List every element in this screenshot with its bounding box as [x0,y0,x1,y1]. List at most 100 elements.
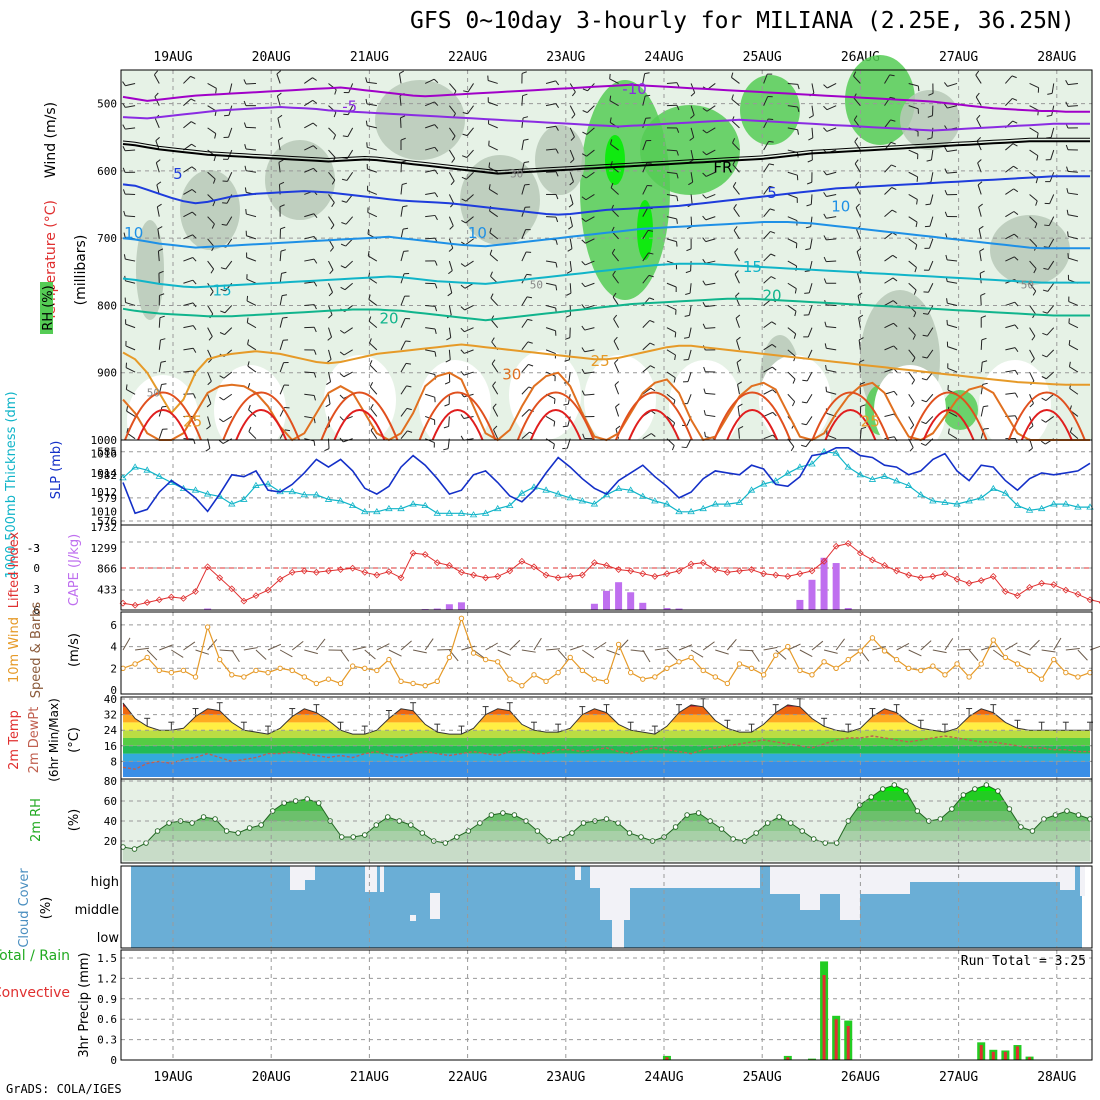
wind-barb [569,105,576,115]
thickness-point [1050,500,1058,507]
wind-barb-feather [192,234,197,239]
precip-convective-bar [786,1057,790,1060]
wind-barb [908,282,917,291]
wind-barb [736,340,740,351]
rh-dry-area [214,365,286,455]
wind-barb-feather [978,203,983,208]
surface-wind-barb [751,649,760,662]
surface-wind-barb [763,646,778,651]
wind-barb-feather [794,311,797,317]
wind-barb [125,127,136,130]
wind-barb-feather [609,73,611,79]
wind-barb [615,406,620,417]
wind-barb [975,96,982,106]
wind-barb-feather [460,435,465,441]
wind-barb-feather [825,364,827,371]
wind-barb-feather [247,361,250,367]
wind-barb-feather [243,122,247,128]
rh-tick: 60 [104,795,117,808]
lifted-index-point [385,568,393,576]
rh-contour [740,75,800,145]
wind-barb-feather [1041,419,1046,423]
wind-barb-feather [674,354,677,361]
wind-barb-feather [1012,98,1018,101]
wind-barb [304,371,315,374]
wind-barb-feather [313,327,317,333]
wind-barb [666,171,677,174]
wind-barb-feather [123,232,126,238]
wind-barb-feather [797,106,800,113]
wind-barb-feather [860,404,866,407]
thickness-point [687,507,695,515]
wind-barb [569,260,572,272]
rh-point [189,820,195,826]
lifted-index-point [953,575,961,583]
wind-barb [1005,98,1013,107]
isotherm-20 [122,297,1090,322]
wind-barb-feather [771,321,777,325]
wind-barb [763,141,770,151]
wind-barb-feather [612,292,617,298]
wind-barb-feather [768,140,774,143]
wind-barb [304,281,315,284]
wind-barb-feather [735,292,740,297]
wind-speed-point [627,669,634,676]
wind-barb-feather [157,203,162,208]
wind-barb-feather [313,167,318,173]
wind-barb-feather [808,137,814,141]
lifted-index-point [772,571,780,579]
rh-legend-swatch [40,282,53,334]
lifted-index-point [155,596,163,604]
slp-tick: 1016 [91,448,118,461]
wind-barb-feather [369,360,373,366]
wind-barb [859,428,862,439]
wind-barb [585,260,595,266]
axis-label-cloud-units: (%) [39,897,54,920]
cape-bar [796,599,804,610]
thickness-point [143,466,151,473]
wind-barb [464,305,474,311]
surface-wind-barb [364,649,376,660]
wind-barb [586,127,595,135]
cloud-block [895,866,1070,882]
wind-barb [183,370,194,373]
wind-barb-feather [122,146,126,151]
wind-barb [642,275,650,284]
wind-speed-point [482,656,489,663]
wind-barb-feather [651,433,656,437]
wind-barb [806,371,813,382]
rh-point [338,834,345,840]
wind-barb [521,296,528,306]
axis-label-wind-units: (m/s) [67,633,82,667]
wind-barb [807,349,813,360]
wind-barb [245,82,256,85]
wind-barb [222,438,233,444]
panel-frame [120,865,1093,949]
wind-barb-feather [802,379,808,382]
wind-barb [366,81,377,84]
wind-barb [225,260,233,270]
wind-barb [223,371,233,379]
wind-speed-point [241,674,247,680]
wind-barb [808,305,813,316]
wind-speed-point [458,615,465,622]
rh-point [787,820,794,826]
wind-barb-feather [1066,166,1069,172]
cloud-block [365,866,377,892]
thickness-point [663,500,671,507]
wind-barb [687,394,692,404]
wind-barb-feather [460,414,465,419]
wind-barb [398,73,402,84]
wind-speed-point [652,674,658,680]
wind-barb [1045,371,1055,380]
slp-tick: 1010 [91,505,118,518]
wind-barb [1070,431,1079,440]
wind-speed-point [797,667,803,674]
wind-barb [569,149,575,160]
wind-barb [158,339,161,350]
wind-barb-feather [734,270,739,275]
thickness-point [578,497,587,504]
wind-barb [856,229,861,240]
wind-barb [614,384,620,395]
wind-barb-feather [191,166,197,171]
